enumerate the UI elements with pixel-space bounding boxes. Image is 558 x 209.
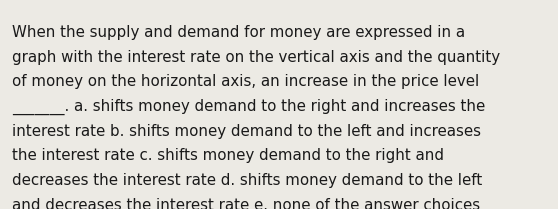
Text: decreases the interest rate d. shifts money demand to the left: decreases the interest rate d. shifts mo…	[12, 173, 483, 188]
Text: interest rate b. shifts money demand to the left and increases: interest rate b. shifts money demand to …	[12, 124, 482, 139]
Text: When the supply and demand for money are expressed in a: When the supply and demand for money are…	[12, 25, 465, 40]
Text: and decreases the interest rate e. none of the answer choices: and decreases the interest rate e. none …	[12, 198, 480, 209]
Text: of money on the horizontal axis, an increase in the price level: of money on the horizontal axis, an incr…	[12, 74, 479, 89]
Text: the interest rate c. shifts money demand to the right and: the interest rate c. shifts money demand…	[12, 148, 444, 163]
Text: graph with the interest rate on the vertical axis and the quantity: graph with the interest rate on the vert…	[12, 50, 501, 65]
Text: _______. a. shifts money demand to the right and increases the: _______. a. shifts money demand to the r…	[12, 99, 485, 115]
